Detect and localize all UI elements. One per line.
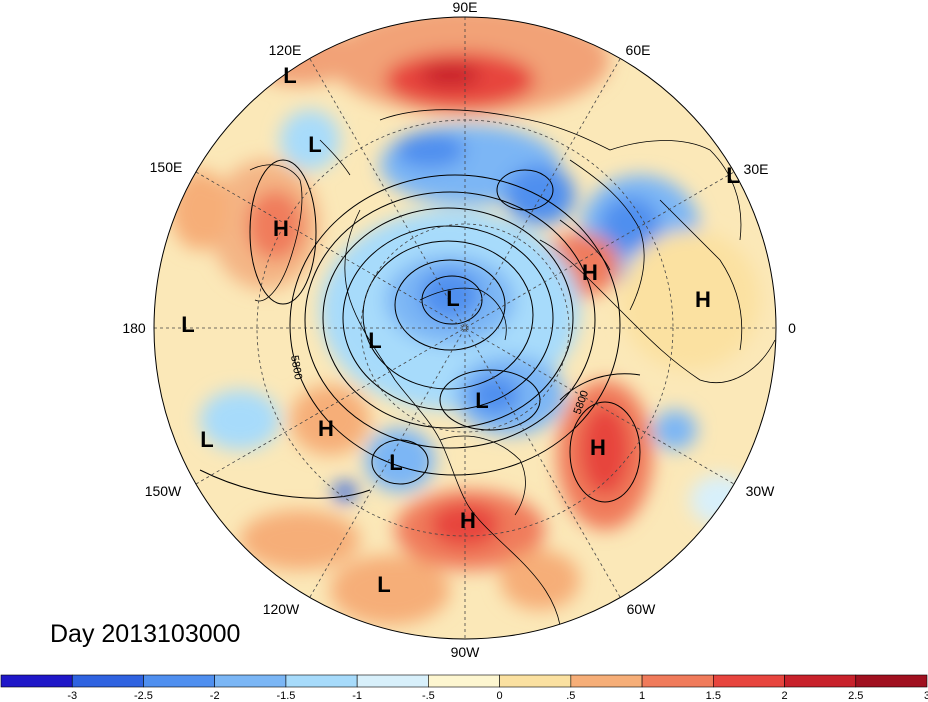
colorbar-swatch	[214, 674, 287, 688]
pressure-center-label: L	[200, 427, 213, 452]
pressure-center-label: L	[377, 572, 390, 597]
colorbar-swatch	[285, 674, 358, 688]
colorbar-swatch	[0, 674, 73, 688]
lon-0-label: 0	[788, 320, 796, 336]
colorbar-swatch	[71, 674, 144, 688]
pressure-center-label: L	[389, 450, 402, 475]
colorbar-tick-label: 2	[781, 690, 787, 702]
lon-150e-label: 150E	[150, 159, 183, 175]
map-boundary	[153, 16, 777, 640]
colorbar-tick-label: -2	[210, 690, 220, 702]
colorbar-swatch	[499, 674, 572, 688]
colorbar-tick-label: -.5	[422, 690, 435, 702]
colorbar-tick-label: -1	[352, 690, 362, 702]
pressure-center-label: L	[181, 312, 194, 337]
longitude-labels: 90E 60E 30E 0 30W 60W 90W 120W 150W 180 …	[122, 0, 796, 660]
colorbar-tick-label: -2.5	[134, 690, 153, 702]
colorbar-tick-label: 1	[639, 690, 645, 702]
height-contours	[199, 159, 641, 503]
contour-label-left: 5800	[288, 354, 304, 380]
pressure-center-label: H	[590, 435, 606, 460]
lon-60e-label: 60E	[626, 42, 651, 58]
colorbar-tick-label: 3	[924, 690, 928, 702]
pressure-center-label: L	[283, 63, 296, 88]
colorbar-swatch	[570, 674, 643, 688]
colorbar-swatch	[428, 674, 500, 688]
lon-90w-label: 90W	[451, 644, 481, 660]
colorbar-swatch	[143, 674, 215, 688]
pressure-centers: L L H L L L L H L L H L H H L H	[181, 63, 739, 597]
pressure-center-label: H	[273, 216, 289, 241]
lon-120e-label: 120E	[269, 42, 302, 58]
colorbar-swatch	[356, 674, 429, 688]
pressure-center-label: H	[318, 416, 334, 441]
pressure-center-label: L	[726, 163, 739, 188]
colorbar-tick-label: 1.5	[706, 690, 721, 702]
lon-180-label: 180	[122, 320, 146, 336]
colorbar-tick-label: 2.5	[848, 690, 863, 702]
pressure-center-label: H	[582, 260, 598, 285]
lon-30w-label: 30W	[746, 483, 776, 499]
lon-120w-label: 120W	[263, 601, 300, 617]
colorbar-swatch	[641, 674, 714, 688]
colorbar-tick-label: -1.5	[276, 690, 295, 702]
pressure-center-label: L	[308, 132, 321, 157]
anomaly-field	[154, 17, 776, 639]
pressure-center-label: H	[695, 287, 711, 312]
coastlines	[249, 109, 776, 626]
colorbar-tick-label: -3	[67, 690, 77, 702]
lon-90e-label: 90E	[453, 0, 478, 15]
date-label: Day 2013103000	[50, 620, 241, 648]
graticule	[154, 17, 776, 639]
pressure-center-label: L	[368, 328, 381, 353]
colorbar-swatch	[855, 674, 928, 688]
pressure-center-label: L	[475, 388, 488, 413]
colorbar-tick-label: .5	[566, 690, 575, 702]
colorbar: -3 -2.5 -2 -1.5 -1 -.5 0 .5 1 1.5 2 2.5 3	[0, 674, 928, 702]
colorbar-swatch	[713, 674, 785, 688]
lon-60w-label: 60W	[627, 601, 657, 617]
lon-30e-label: 30E	[744, 161, 769, 177]
colorbar-tick-label: 0	[497, 690, 503, 702]
pressure-center-label: L	[446, 286, 459, 311]
lon-150w-label: 150W	[145, 483, 182, 499]
pressure-center-label: H	[460, 508, 476, 533]
colorbar-swatch	[784, 674, 857, 688]
